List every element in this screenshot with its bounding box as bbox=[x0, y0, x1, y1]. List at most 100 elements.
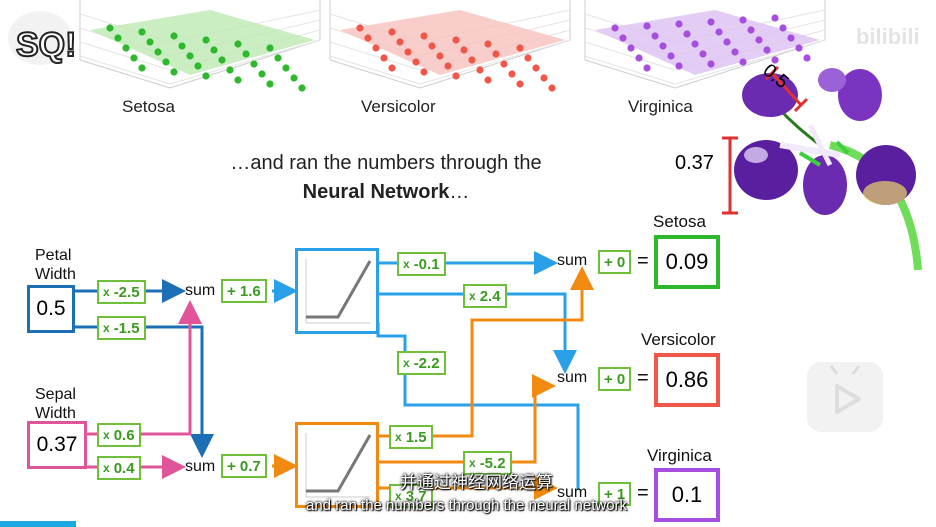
scatter-plot-virginica bbox=[584, 0, 826, 89]
scatter-point bbox=[420, 68, 428, 76]
weight-petal-top: x -2.5 bbox=[97, 280, 146, 304]
scatter-point bbox=[476, 66, 484, 74]
scatter-point bbox=[194, 62, 202, 70]
scatter-point bbox=[691, 40, 699, 48]
scatter-point bbox=[372, 44, 380, 52]
scatter-point bbox=[356, 24, 364, 32]
scatter-point bbox=[516, 44, 524, 52]
scatter-point bbox=[715, 28, 723, 36]
scatter-point bbox=[452, 36, 460, 44]
scatter-point bbox=[162, 58, 170, 66]
output-label-versicolor: Versicolor bbox=[641, 330, 716, 349]
weight-h1-versicolor: x 2.4 bbox=[463, 284, 507, 308]
scatter-point bbox=[202, 72, 210, 80]
scatter-point bbox=[154, 48, 162, 56]
scatter-point bbox=[444, 62, 452, 70]
scatter-point bbox=[795, 44, 803, 52]
scatter-point bbox=[484, 76, 492, 84]
scatter-point bbox=[178, 42, 186, 50]
scatter-point bbox=[138, 28, 146, 36]
weight-h1-setosa: x -0.1 bbox=[397, 252, 446, 276]
equals-virginica: = bbox=[637, 482, 649, 504]
scatter-point bbox=[619, 34, 627, 42]
headline: …and ran the numbers through the Neural … bbox=[166, 152, 606, 204]
scatter-point bbox=[226, 66, 234, 74]
scatter-point bbox=[266, 80, 274, 88]
logo-text: SQ! bbox=[16, 26, 74, 64]
scatter-point bbox=[242, 50, 250, 58]
bias-setosa: + 0 bbox=[598, 250, 632, 274]
scatter-point bbox=[707, 60, 715, 68]
scatter-point bbox=[412, 58, 420, 66]
headline-line1: …and ran the numbers through the bbox=[230, 152, 542, 174]
scatter-point bbox=[659, 42, 667, 50]
scatter-point bbox=[218, 56, 226, 64]
scatter-point bbox=[130, 54, 138, 62]
scatter-point bbox=[388, 64, 396, 72]
scatter-point bbox=[106, 24, 114, 32]
scatter-point bbox=[290, 74, 298, 82]
output-virginica: 0.1 bbox=[654, 468, 720, 522]
sepal-width-input: 0.37 bbox=[27, 421, 87, 469]
scatter-point bbox=[739, 58, 747, 66]
scatter-point bbox=[452, 72, 460, 80]
output-versicolor: 0.86 bbox=[654, 353, 720, 407]
scatter-point bbox=[731, 48, 739, 56]
scatter-point bbox=[779, 24, 787, 32]
sum-virginica: sum bbox=[557, 484, 588, 501]
scatter-point bbox=[396, 38, 404, 46]
scatter-point bbox=[460, 46, 468, 54]
scatter-point bbox=[500, 60, 508, 68]
scatter-point bbox=[723, 38, 731, 46]
scatter-point bbox=[298, 84, 306, 92]
scatter-point bbox=[771, 14, 779, 22]
scatter-plot-setosa bbox=[79, 0, 321, 92]
equals-versicolor: = bbox=[637, 367, 649, 389]
sepal-measure-value: 0.37 bbox=[675, 152, 714, 174]
weight-sepal-top: x 0.6 bbox=[97, 423, 141, 447]
scatter-point bbox=[699, 50, 707, 58]
scatter-point bbox=[739, 16, 747, 24]
bias-hidden-1: + 1.6 bbox=[221, 279, 267, 303]
scatter-point bbox=[627, 44, 635, 52]
scatter-point bbox=[651, 32, 659, 40]
output-setosa: 0.09 bbox=[654, 235, 720, 289]
weight-h2-virginica: x 3.7 bbox=[389, 484, 433, 508]
scatter-point bbox=[186, 52, 194, 60]
sepal-width-label: Sepal Width bbox=[35, 386, 76, 422]
scatter-point bbox=[404, 48, 412, 56]
scatter-point bbox=[170, 68, 178, 76]
play-button[interactable] bbox=[807, 362, 883, 432]
iris-flower-illustration bbox=[722, 65, 922, 271]
scatter-point bbox=[114, 34, 122, 42]
sum-versicolor: sum bbox=[557, 369, 588, 386]
scatter-point bbox=[611, 24, 619, 32]
scatter-point bbox=[484, 40, 492, 48]
equals-setosa: = bbox=[637, 250, 649, 272]
scatter-point bbox=[540, 74, 548, 82]
scatter-plots bbox=[79, 0, 826, 92]
scatter-point bbox=[234, 40, 242, 48]
scatter-point bbox=[683, 30, 691, 38]
scatter-point bbox=[122, 44, 130, 52]
output-label-virginica: Virginica bbox=[647, 446, 712, 465]
scatter-point bbox=[388, 28, 396, 36]
scatter-point bbox=[436, 52, 444, 60]
activation-box-2 bbox=[295, 422, 379, 508]
bias-hidden-2: + 0.7 bbox=[221, 454, 267, 478]
scatter-point bbox=[266, 44, 274, 52]
plot-label-setosa: Setosa bbox=[122, 97, 175, 116]
weight-sepal-bottom: x 0.4 bbox=[97, 456, 141, 480]
scatter-point bbox=[138, 64, 146, 72]
subtitle-en: and ran the numbers through the neural n… bbox=[306, 497, 628, 514]
weight-h1-virginica: x -2.2 bbox=[397, 351, 446, 375]
scatter-point bbox=[643, 22, 651, 30]
scatter-point bbox=[755, 36, 763, 44]
scatter-point bbox=[492, 50, 500, 58]
scatter-point bbox=[146, 38, 154, 46]
scatter-point bbox=[380, 54, 388, 62]
scatter-point bbox=[675, 20, 683, 28]
bias-virginica: + 1 bbox=[598, 482, 632, 506]
weight-h2-versicolor: x -5.2 bbox=[463, 451, 512, 475]
